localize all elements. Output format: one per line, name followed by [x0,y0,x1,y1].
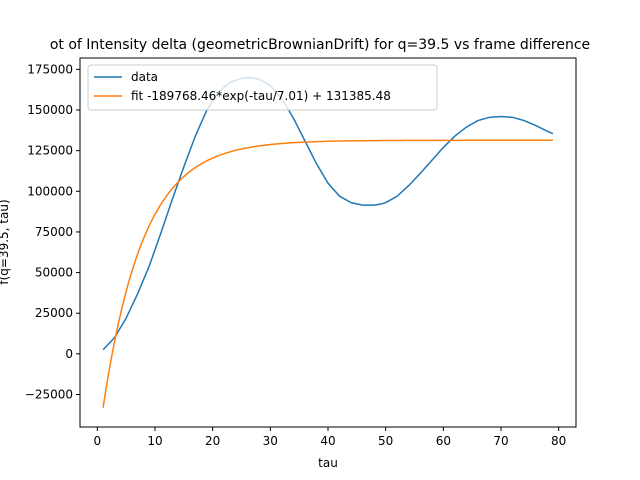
legend-entry-label: fit -189768.46*exp(-tau/7.01) + 131385.4… [131,89,391,103]
x-tick-label: 80 [551,434,566,448]
y-tick-label: 50000 [35,266,73,280]
y-tick-label: 150000 [27,103,73,117]
plot-area [80,58,576,427]
x-tick-label: 10 [147,434,162,448]
y-tick-label: −25000 [25,387,73,401]
y-tick-label: 75000 [35,225,73,239]
legend: data fit -189768.46*exp(-tau/7.01) + 1313… [87,64,438,111]
y-tick-label: 125000 [27,144,73,158]
x-tick-label: 70 [493,434,508,448]
series-line-fit [102,139,553,408]
x-tick-label: 50 [378,434,393,448]
series-layer [102,76,554,408]
x-tick-label: 40 [320,434,335,448]
y-axis: −25000 0 25000 50000 75000 100000 125000 150000… [25,62,80,401]
y-tick-label: 0 [65,347,73,361]
x-tick-label: 30 [263,434,278,448]
y-tick-label: 100000 [27,184,73,198]
legend-entry-label: data [131,70,158,84]
x-tick-label: 0 [93,434,101,448]
x-axis-label: tau [318,456,338,470]
series-line-data [102,76,554,351]
chart-title: ot of Intensity delta (geometricBrownian… [50,37,590,53]
legend-box [87,64,438,111]
y-tick-label: 175000 [27,62,73,76]
x-tick-label: 60 [436,434,451,448]
x-axis: 0 10 20 30 40 50 60 70 80 [93,427,566,448]
y-axis-label: f(q=39.5, tau) [0,199,11,284]
y-tick-label: 25000 [35,306,73,320]
x-tick-label: 20 [205,434,220,448]
